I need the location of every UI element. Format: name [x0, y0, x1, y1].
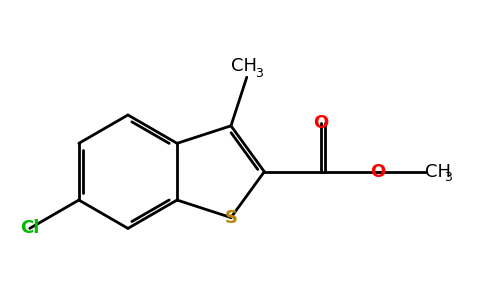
Text: CH: CH [425, 163, 451, 181]
Text: 3: 3 [444, 171, 452, 184]
Text: CH: CH [231, 57, 257, 75]
Text: S: S [225, 208, 238, 226]
Text: O: O [370, 163, 385, 181]
Text: 3: 3 [255, 67, 263, 80]
Text: O: O [313, 115, 329, 133]
Text: Cl: Cl [20, 219, 39, 237]
